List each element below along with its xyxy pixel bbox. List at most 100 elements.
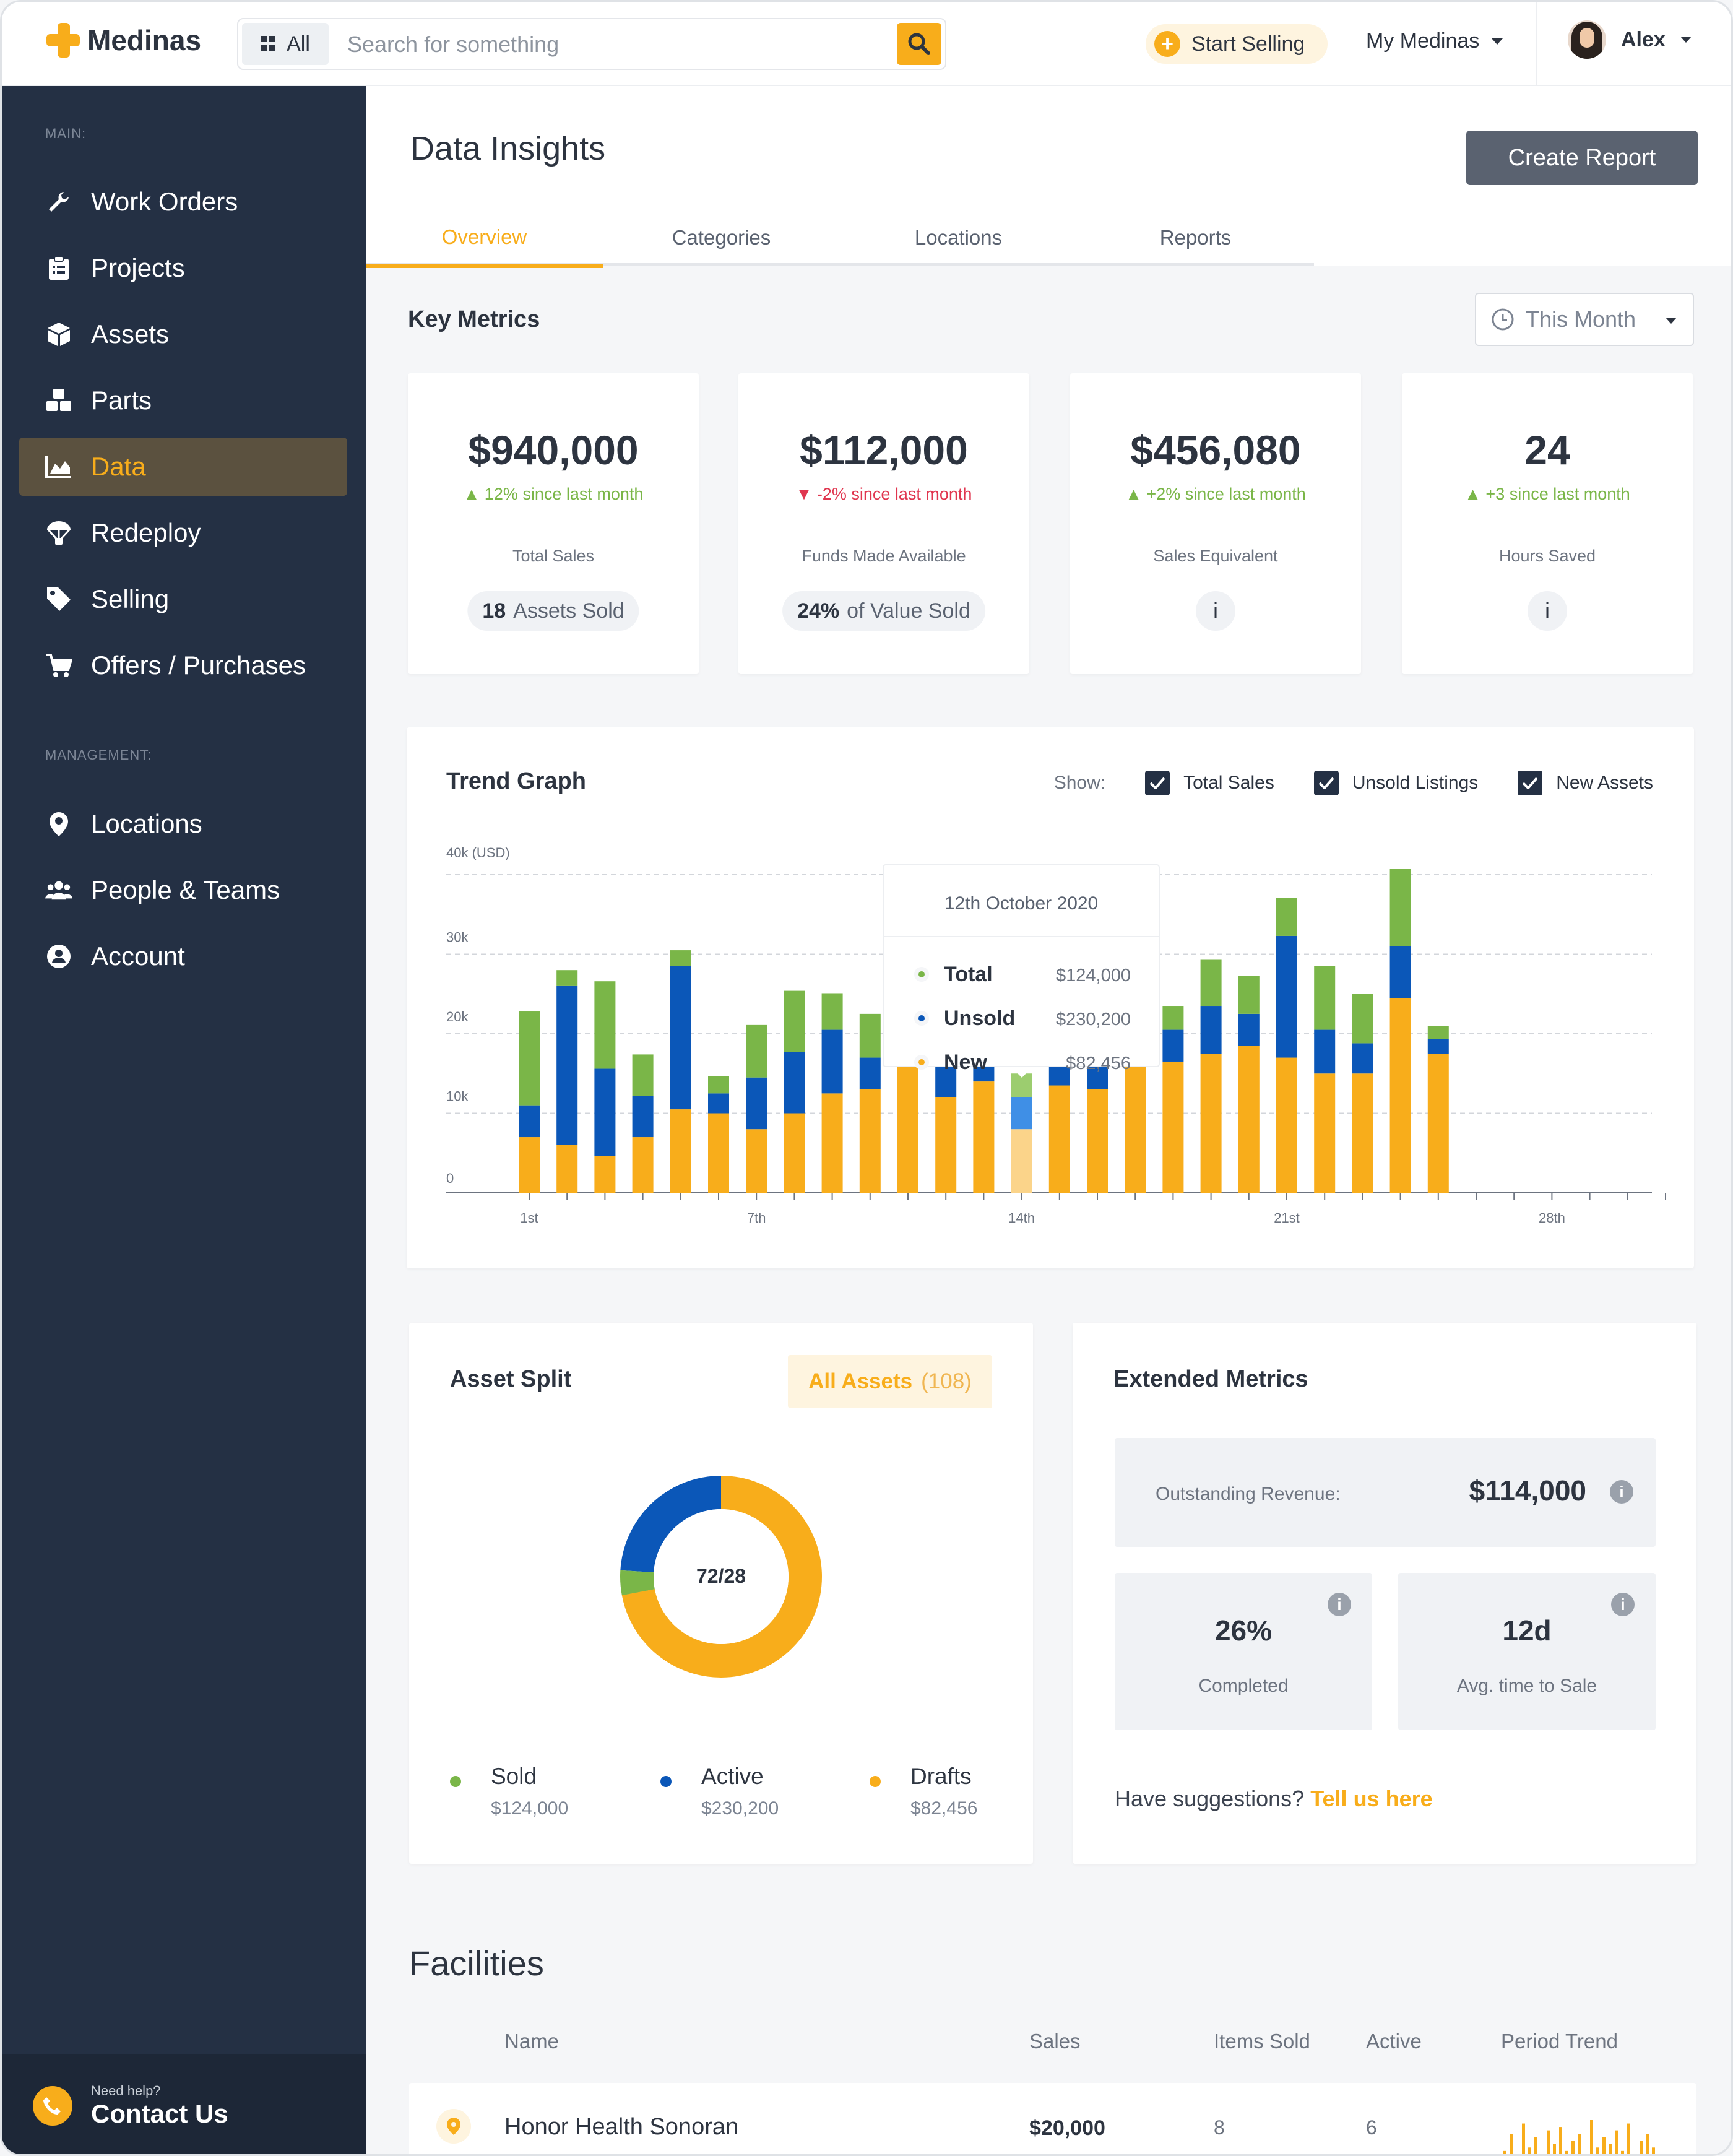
checkbox-new-assets[interactable] bbox=[1518, 771, 1543, 795]
sidebar-item-locations[interactable]: Locations bbox=[19, 795, 347, 853]
tab-reports[interactable]: Reports bbox=[1159, 226, 1232, 249]
bar-unsold bbox=[1314, 1029, 1336, 1074]
sidebar-item-data[interactable]: Data bbox=[19, 438, 347, 496]
metric-label: Hours Saved bbox=[1498, 547, 1596, 565]
tooltip-date: 12th October 2020 bbox=[944, 893, 1099, 914]
users-icon bbox=[45, 877, 72, 904]
bar-new bbox=[784, 1113, 805, 1193]
logo[interactable]: Medinas bbox=[45, 20, 201, 60]
checkbox-total-sales[interactable] bbox=[1145, 771, 1170, 795]
info-icon[interactable]: i bbox=[1328, 1593, 1351, 1616]
bar-unsold bbox=[556, 985, 578, 1145]
metric-pill: 24% of Value Sold bbox=[782, 591, 985, 631]
search-button[interactable] bbox=[897, 23, 941, 65]
legend-dot bbox=[450, 1776, 461, 1787]
tooltip-dot bbox=[918, 971, 925, 977]
search-input[interactable]: Search for something bbox=[347, 32, 560, 57]
clock-icon bbox=[1492, 308, 1514, 331]
column-header-sales[interactable]: Sales bbox=[1029, 2030, 1081, 2053]
bar-new bbox=[708, 1113, 729, 1193]
sidebar-item-parts[interactable]: Parts bbox=[19, 371, 347, 430]
sidebar-item-assets[interactable]: Assets bbox=[19, 305, 347, 363]
suggestions-prompt: Have suggestions? bbox=[1115, 1786, 1305, 1811]
legend-dot bbox=[870, 1776, 881, 1787]
sparkline-bar bbox=[1646, 2134, 1649, 2154]
tell-us-link[interactable]: Tell us here bbox=[1310, 1786, 1433, 1811]
contact-us-label: Contact Us bbox=[91, 2099, 228, 2128]
sparkline-bar bbox=[1615, 2130, 1618, 2154]
period-select[interactable]: This Month bbox=[1475, 293, 1694, 346]
metric-card-funds-available: $112,000 ▼ -2% since last month Funds Ma… bbox=[738, 373, 1029, 674]
sidebar-item-work-orders[interactable]: Work Orders bbox=[19, 173, 347, 231]
search-bar: All Search for something bbox=[237, 18, 946, 70]
bar-total bbox=[556, 970, 578, 986]
tab-locations[interactable]: Locations bbox=[914, 226, 1003, 249]
suggestions-text: Have suggestions? Tell us here bbox=[1115, 1786, 1433, 1812]
info-icon[interactable]: i bbox=[1611, 1593, 1635, 1616]
bar-new bbox=[632, 1137, 654, 1193]
search-icon bbox=[908, 33, 930, 55]
metric-value: $940,000 bbox=[468, 427, 639, 473]
bar-total bbox=[859, 1013, 881, 1058]
info-icon[interactable]: i bbox=[1528, 591, 1567, 631]
sidebar-item-label: Data bbox=[91, 452, 146, 481]
bar-new bbox=[1162, 1061, 1184, 1193]
table-row[interactable]: Honor Health Sonoran $20,000 8 6 bbox=[409, 2083, 1696, 2154]
bar-unsold bbox=[1162, 1029, 1184, 1062]
x-tick-label: 28th bbox=[1539, 1210, 1565, 1226]
bar-total bbox=[821, 993, 843, 1030]
my-medinas-menu[interactable]: My Medinas bbox=[1366, 29, 1503, 53]
phone-icon bbox=[33, 2086, 72, 2126]
trend-up-icon: ▲ bbox=[1464, 485, 1486, 503]
checkbox-unsold-listings[interactable] bbox=[1313, 771, 1339, 795]
sidebar-item-label: Projects bbox=[91, 253, 185, 282]
bar-total bbox=[594, 981, 616, 1069]
tab-categories[interactable]: Categories bbox=[672, 226, 771, 249]
tab-overview[interactable]: Overview bbox=[366, 210, 603, 268]
column-header-name[interactable]: Name bbox=[504, 2030, 560, 2053]
sparkline-bar bbox=[1510, 2134, 1513, 2154]
bar-total bbox=[746, 1024, 767, 1078]
completed-panel: i 26% Completed bbox=[1115, 1573, 1372, 1730]
filter-label: All Assets bbox=[808, 1369, 913, 1393]
start-selling-button[interactable]: + Start Selling bbox=[1146, 24, 1328, 64]
bar-unsold bbox=[670, 966, 691, 1110]
info-icon[interactable]: i bbox=[1610, 1480, 1633, 1504]
bar-new bbox=[1238, 1046, 1260, 1193]
topbar-divider bbox=[1536, 2, 1537, 86]
avatar bbox=[1568, 20, 1606, 59]
bar-new bbox=[594, 1156, 616, 1193]
sidebar-item-redeploy[interactable]: Redeploy bbox=[19, 504, 347, 562]
chevron-down-icon bbox=[1680, 37, 1692, 43]
asset-split-title: Asset Split bbox=[450, 1366, 572, 1392]
sidebar-item-offers-purchases[interactable]: Offers / Purchases bbox=[19, 636, 347, 695]
column-header-active[interactable]: Active bbox=[1366, 2030, 1422, 2053]
user-menu[interactable]: Alex bbox=[1568, 20, 1692, 59]
logo-mark-icon bbox=[45, 20, 81, 60]
start-selling-label: Start Selling bbox=[1191, 32, 1305, 56]
info-icon[interactable]: i bbox=[1196, 591, 1235, 631]
create-report-button[interactable]: Create Report bbox=[1466, 131, 1698, 185]
all-assets-filter[interactable]: All Assets (108) bbox=[788, 1355, 992, 1408]
search-scope-select[interactable]: All bbox=[242, 23, 329, 65]
x-tick-label: 21st bbox=[1274, 1210, 1300, 1226]
facility-active: 6 bbox=[1366, 2116, 1377, 2139]
legend-name: Active bbox=[701, 1764, 764, 1789]
cubes-icon bbox=[45, 387, 72, 414]
bar-total bbox=[1200, 959, 1222, 1007]
y-axis-unit-label: 40k (USD) bbox=[446, 845, 510, 860]
asset-split-donut: 72/28 bbox=[620, 1476, 822, 1678]
trend-up-icon: ▲ bbox=[1125, 485, 1147, 503]
contact-us-button[interactable]: Need help? Contact Us bbox=[2, 2054, 366, 2154]
column-header-items-sold[interactable]: Items Sold bbox=[1214, 2030, 1310, 2053]
bar-total bbox=[1314, 966, 1336, 1030]
bar-total bbox=[784, 990, 805, 1052]
sidebar-item-account[interactable]: Account bbox=[19, 927, 347, 985]
sidebar-item-projects[interactable]: Projects bbox=[19, 239, 347, 297]
chevron-down-icon bbox=[1666, 318, 1677, 324]
sidebar-item-people-teams[interactable]: People & Teams bbox=[19, 861, 347, 919]
sidebar-item-selling[interactable]: Selling bbox=[19, 570, 347, 628]
bar-new bbox=[1276, 1057, 1297, 1193]
facility-name: Honor Health Sonoran bbox=[504, 2114, 739, 2140]
